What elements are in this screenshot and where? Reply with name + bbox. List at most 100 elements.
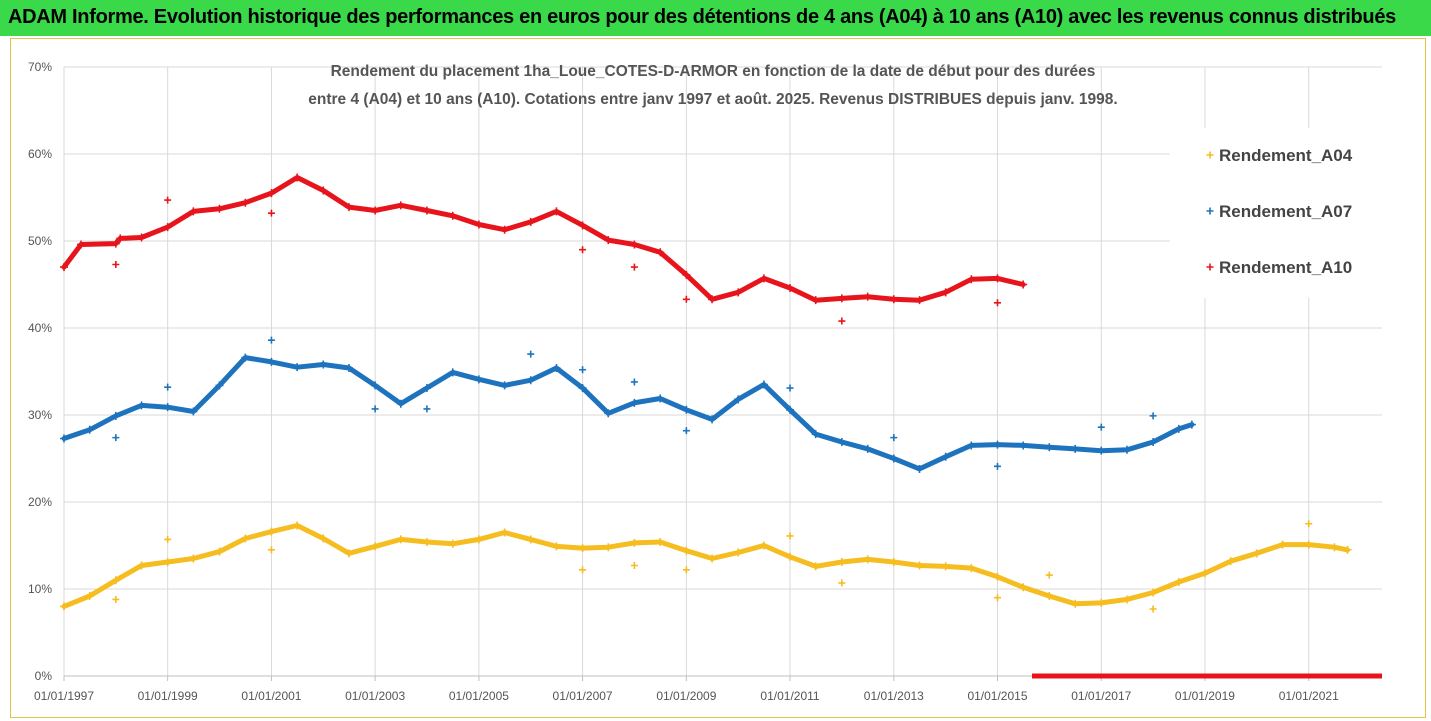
data-point-A10 <box>293 173 302 182</box>
data-point-A10 <box>656 248 665 257</box>
data-point-A04 <box>1174 578 1183 587</box>
data-point-A07 <box>1045 443 1054 452</box>
data-point-A07 <box>1187 420 1196 429</box>
data-point-A04 <box>682 546 691 555</box>
outlier-point-A07 <box>527 350 535 358</box>
data-point-A10 <box>708 295 717 304</box>
legend-label-A04: Rendement_A04 <box>1219 146 1353 165</box>
data-point-A04 <box>1226 557 1235 566</box>
data-point-A07 <box>967 441 976 450</box>
data-point-A07 <box>1097 446 1106 455</box>
data-point-A04 <box>1149 588 1158 597</box>
data-point-A07 <box>474 375 483 384</box>
data-point-A07 <box>396 399 405 408</box>
outlier-point-A04 <box>682 566 690 574</box>
x-tick-label: 01/01/2007 <box>553 689 613 703</box>
data-point-A04 <box>137 561 146 570</box>
data-point-A07 <box>137 401 146 410</box>
data-point-A04 <box>656 538 665 547</box>
data-point-A07 <box>656 394 665 403</box>
data-point-A10 <box>111 239 120 248</box>
data-point-A07 <box>837 437 846 446</box>
outlier-point-A04 <box>1149 605 1157 613</box>
outlier-point-A07 <box>579 366 587 374</box>
series-layer <box>60 173 1382 679</box>
data-point-A04 <box>708 554 717 563</box>
data-point-A10 <box>734 288 743 297</box>
outlier-point-A07 <box>890 434 898 442</box>
data-point-A07 <box>422 384 431 393</box>
data-point-A10 <box>811 296 820 305</box>
x-tick-label: 01/01/2015 <box>967 689 1027 703</box>
data-point-A10 <box>215 204 224 213</box>
series-line-A07 <box>61 355 1195 472</box>
data-point-A04 <box>422 538 431 547</box>
data-point-A10 <box>915 296 924 305</box>
data-point-A04 <box>1278 540 1287 549</box>
data-point-A04 <box>1019 583 1028 592</box>
data-point-A04 <box>163 558 172 567</box>
outlier-point-A07 <box>112 434 120 442</box>
data-point-A04 <box>1330 543 1339 552</box>
data-point-A10 <box>241 198 250 207</box>
data-point-A04 <box>85 591 94 600</box>
outlier-point-A10 <box>993 299 1001 307</box>
data-point-A07 <box>993 440 1002 449</box>
legend-label-A10: Rendement_A10 <box>1219 258 1352 277</box>
data-point-A04 <box>759 541 768 550</box>
data-point-A07 <box>552 364 561 373</box>
data-point-A10 <box>448 211 457 220</box>
outlier-point-A04 <box>579 566 587 574</box>
data-point-A07 <box>448 368 457 377</box>
x-tick-label: 01/01/2021 <box>1279 689 1339 703</box>
data-point-A04 <box>474 535 483 544</box>
data-point-A04 <box>786 552 795 561</box>
legend-marker-A10 <box>1206 263 1214 271</box>
data-point-A04 <box>1045 591 1054 600</box>
series-A10 <box>60 173 1382 679</box>
data-point-A04 <box>448 539 457 548</box>
chart-frame <box>10 38 1426 718</box>
data-point-A07 <box>604 409 613 418</box>
data-point-A10 <box>189 207 198 216</box>
outlier-point-A04 <box>1305 520 1313 528</box>
x-tick-label: 01/01/2009 <box>656 689 716 703</box>
data-point-A04 <box>319 534 328 543</box>
outlier-point-A07 <box>630 378 638 386</box>
data-point-A07 <box>786 405 795 414</box>
outlier-point-A07 <box>993 462 1001 470</box>
outlier-point-A07 <box>682 427 690 435</box>
data-point-A10 <box>552 207 561 216</box>
data-point-A04 <box>344 549 353 558</box>
data-point-A10 <box>137 233 146 242</box>
outlier-point-A10 <box>630 263 638 271</box>
data-point-A10 <box>786 283 795 292</box>
series-line-A10 <box>61 175 1026 303</box>
banner-title: ADAM Informe. Evolution historique des p… <box>8 6 1396 28</box>
data-point-A10 <box>630 240 639 249</box>
data-point-A04 <box>630 538 639 547</box>
data-point-A04 <box>215 547 224 556</box>
data-point-A04 <box>1071 599 1080 608</box>
data-point-A04 <box>993 572 1002 581</box>
data-point-A07 <box>344 364 353 373</box>
legend-label-A07: Rendement_A07 <box>1219 202 1352 221</box>
data-point-A04 <box>111 576 120 585</box>
data-point-A04 <box>293 521 302 530</box>
data-point-A10 <box>993 274 1002 283</box>
data-point-A07 <box>759 380 768 389</box>
data-point-A04 <box>396 535 405 544</box>
data-point-A04 <box>267 527 276 536</box>
data-point-A10 <box>77 240 86 249</box>
data-point-A07 <box>500 381 509 390</box>
data-point-A04 <box>1097 598 1106 607</box>
data-point-A10 <box>500 225 509 234</box>
data-point-A10 <box>163 223 172 232</box>
data-point-A10 <box>578 221 587 230</box>
data-point-A07 <box>215 381 224 390</box>
data-point-A04 <box>915 561 924 570</box>
outlier-point-A07 <box>267 336 275 344</box>
data-point-A07 <box>708 415 717 424</box>
chart-title-line-1: Rendement du placement 1ha_Loue_COTES-D-… <box>331 63 1096 80</box>
data-point-A07 <box>811 430 820 439</box>
